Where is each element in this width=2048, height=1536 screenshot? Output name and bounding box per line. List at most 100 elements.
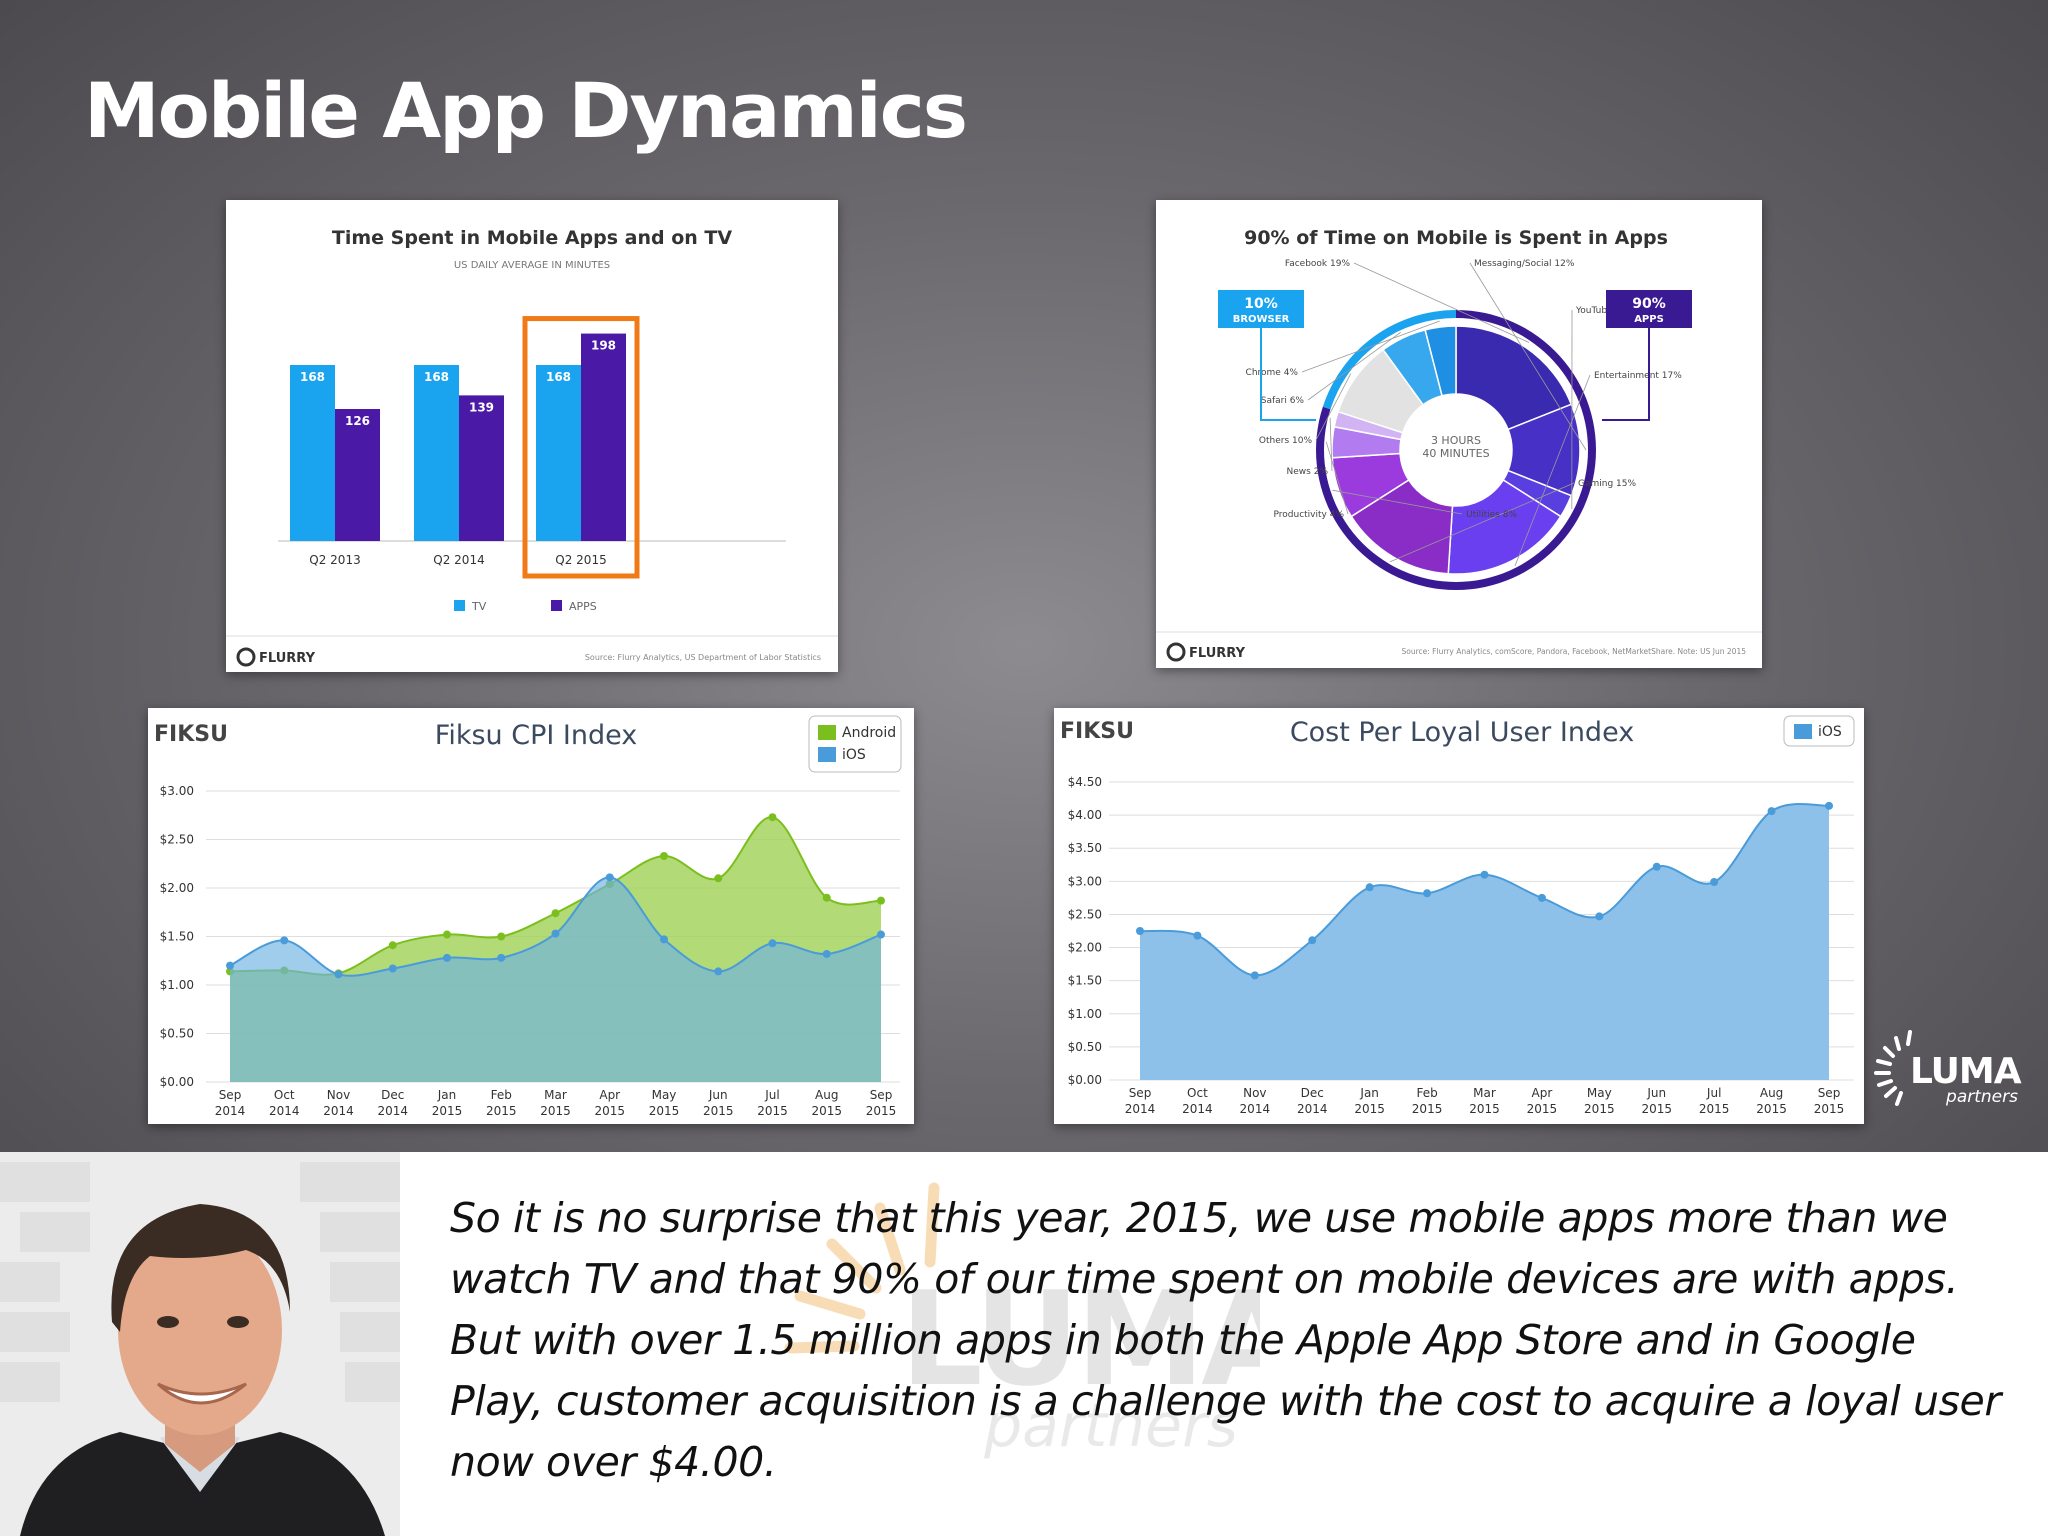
flurry-brand: FLURRY [259, 651, 316, 666]
legend-tv-swatch [454, 600, 465, 611]
cplu-chart-title: Cost Per Loyal User Index [1290, 717, 1634, 748]
ios-data-point [1825, 801, 1833, 810]
x-tick-month: Jan [437, 1088, 457, 1102]
x-tick-year: 2015 [1354, 1102, 1385, 1116]
legend-apps-label: APPS [569, 600, 597, 613]
slice-label: Safari 6% [1261, 396, 1305, 406]
category-label: Q2 2014 [433, 553, 484, 567]
legend-android-swatch [818, 725, 836, 740]
ios-data-point [551, 929, 560, 938]
x-tick-month: Feb [1416, 1086, 1437, 1100]
luma-watermark: LUMA partners [720, 1152, 1305, 1536]
ios-data-point [388, 964, 397, 973]
x-tick-year: 2015 [703, 1104, 734, 1118]
x-tick-year: 2014 [1125, 1102, 1156, 1116]
x-tick-month: Sep [1818, 1086, 1841, 1100]
cplu-index-chart-panel: FIKSU Cost Per Loyal User Index $4.50 $4.… [1054, 708, 1864, 1124]
time-spent-legend: TV APPS [454, 600, 597, 613]
slice-label: Gaming 15% [1578, 479, 1636, 489]
time-spent-chart-panel: Time Spent in Mobile Apps and on TV US D… [226, 200, 838, 672]
ios-data-point [1537, 893, 1546, 902]
slice-label: Facebook 19% [1285, 259, 1351, 269]
y-tick-label: $2.00 [1068, 941, 1102, 955]
slice-leader-line [1307, 332, 1401, 401]
mobile-time-source: Source: Flurry Analytics, comScore, Pand… [1402, 647, 1747, 656]
cpi-legend: Android iOS [808, 715, 902, 773]
ios-data-point [822, 949, 831, 958]
y-tick-label: $2.50 [160, 833, 194, 847]
ios-data-point [497, 953, 506, 962]
x-tick-year: 2015 [540, 1104, 571, 1118]
apps-callout: 90% APPS [1602, 290, 1692, 421]
x-tick-year: 2015 [1469, 1102, 1500, 1116]
x-tick-month: Dec [381, 1088, 404, 1102]
flurry-logo-icon [1166, 642, 1186, 662]
legend-ios-swatch [1794, 724, 1812, 739]
apps-callout-value: 90% [1632, 296, 1666, 312]
speaker-face [118, 1225, 282, 1435]
fiksu-brand: FIKSU [154, 722, 228, 747]
x-tick-month: Apr [1532, 1086, 1553, 1100]
time-spent-chart-subtitle: US DAILY AVERAGE IN MINUTES [454, 260, 610, 271]
ios-data-point [226, 961, 234, 970]
y-tick-label: $2.00 [160, 881, 194, 895]
slice-label: Entertainment 17% [1594, 371, 1682, 381]
slice-leader-line [1329, 417, 1333, 472]
x-tick-month: Oct [1187, 1086, 1208, 1100]
bar-value-label: 198 [591, 339, 616, 353]
apps-bar [335, 409, 380, 541]
slice-leader-line [1315, 373, 1352, 441]
android-data-point [497, 932, 506, 941]
donut-center-line-2: 40 MINUTES [1422, 447, 1489, 460]
y-tick-label: $0.50 [1068, 1040, 1102, 1054]
slice-leader-line [1389, 482, 1575, 563]
watermark-rays-icon [784, 1182, 940, 1354]
android-data-point [551, 909, 560, 918]
x-tick-month: Dec [1301, 1086, 1324, 1100]
cplu-legend: iOS [1783, 715, 1855, 747]
y-tick-label: $1.00 [160, 978, 194, 992]
browser-group-ring [1322, 310, 1456, 410]
x-tick-year: 2015 [1699, 1102, 1730, 1116]
ios-data-point [1767, 807, 1776, 816]
tv-bar [414, 365, 459, 541]
android-data-point [768, 813, 777, 822]
x-tick-year: 2014 [323, 1104, 354, 1118]
x-tick-year: 2014 [1297, 1102, 1328, 1116]
luma-partners-logo: LUMA partners [1872, 1030, 2032, 1130]
y-tick-label: $0.50 [160, 1027, 194, 1041]
slice-label: Utilities 8% [1466, 510, 1517, 520]
x-tick-month: Apr [599, 1088, 620, 1102]
x-tick-month: Jun [1646, 1086, 1666, 1100]
x-tick-month: Nov [327, 1088, 350, 1102]
x-tick-month: Aug [815, 1088, 838, 1102]
x-tick-month: Jun [708, 1088, 728, 1102]
y-tick-label: $4.50 [1068, 775, 1102, 789]
x-tick-month: Mar [544, 1088, 567, 1102]
time-spent-chart-title: Time Spent in Mobile Apps and on TV [332, 227, 732, 249]
x-tick-year: 2015 [866, 1104, 897, 1118]
slice-leader-line [1353, 262, 1530, 343]
x-tick-month: Sep [219, 1088, 242, 1102]
ios-data-point [280, 936, 289, 945]
slice-label: Chrome 4% [1246, 368, 1299, 378]
x-tick-year: 2015 [1584, 1102, 1615, 1116]
slice-label: YouTube 3% [1575, 306, 1630, 316]
browser-callout: 10% BROWSER [1218, 290, 1316, 421]
slice-leader-line [1514, 374, 1591, 566]
luma-logo-wordmark: LUMA [1910, 1051, 2022, 1092]
legend-tv-label: TV [471, 600, 487, 613]
apps-callout-box [1606, 290, 1692, 328]
bar-value-label: 126 [345, 414, 370, 428]
y-tick-label: $1.50 [160, 930, 194, 944]
bar-value-label: 168 [546, 370, 571, 384]
donut-slice [1424, 325, 1457, 397]
category-label: Q2 2013 [309, 553, 360, 567]
narration-caption: So it is no surprise that this year, 201… [450, 1194, 2001, 1486]
y-tick-label: $4.00 [1068, 808, 1102, 822]
x-tick-year: 2014 [377, 1104, 408, 1118]
android-data-point [877, 896, 885, 905]
slice-leader-line [1469, 262, 1587, 451]
x-tick-month: Oct [274, 1088, 295, 1102]
ios-data-point [1308, 936, 1317, 945]
